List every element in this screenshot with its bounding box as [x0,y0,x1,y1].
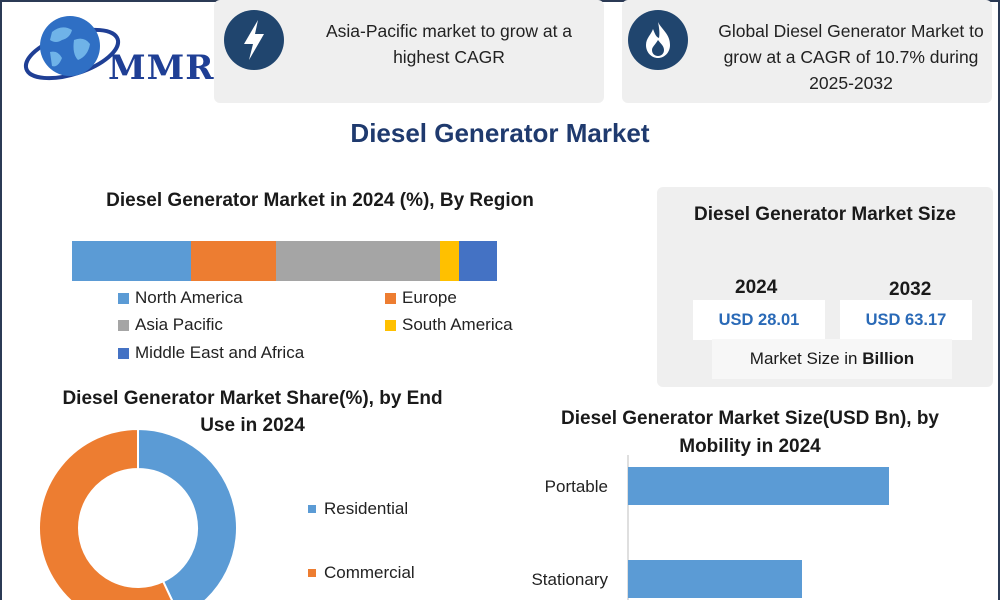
bar-portable [628,467,889,505]
info-card-apac: Asia-Pacific market to grow at a highest… [214,0,604,103]
legend-item: Residential [308,499,408,519]
legend-label: Commercial [324,563,415,582]
flame-icon [628,10,688,70]
market-size-title: Diesel Generator Market Size [694,204,956,225]
value-2032: USD 63.17 [840,300,972,340]
donut-slice-residential [137,428,238,600]
unit-prefix: Market Size in [749,349,863,368]
card-text: Global Diesel Generator Market to grow a… [718,21,984,93]
region-bar-segment-south-america [439,241,459,281]
legend-item: Commercial [308,563,415,583]
region-bar-segment-europe [191,241,276,281]
mobility-bar-chart: Portable Stationary [531,455,889,600]
region-stacked-bar [72,241,497,281]
legend-swatch [308,505,316,513]
mmr-logo: MMR [22,10,215,90]
market-size-panel: Diesel Generator Market Size 2024 2032 U… [657,187,993,387]
region-bar-segment-north-america [72,241,191,281]
page-title: Diesel Generator Market [350,118,650,148]
legend-label: Residential [324,499,409,518]
region-bar-segment-asia-pacific [276,241,440,281]
region-bar-segment-middle-east-and-africa [458,241,497,281]
globe-icon [23,16,121,81]
value-2024: USD 28.01 [693,300,825,340]
card-text: Asia-Pacific market to grow at a highest… [325,21,573,67]
legend-swatch [308,569,316,577]
mobility-chart-title: Diesel Generator Market Size(USD Bn), by… [561,408,939,457]
unit-label: Market Size in Billion [712,339,952,379]
end-use-donut-chart [38,428,238,600]
donut-slice-commercial [38,428,173,600]
category-label: Stationary [531,570,608,589]
info-card-cagr: Global Diesel Generator Market to grow a… [622,0,992,103]
year-label-2024: 2024 [735,277,778,298]
year-label-2032: 2032 [889,279,932,300]
region-chart-title: Diesel Generator Market in 2024 (%), By … [106,190,534,211]
bar-stationary [628,560,802,598]
lightning-icon [224,10,284,70]
unit-bold: Billion [862,349,915,368]
end-use-chart-title: Diesel Generator Market Share(%), by End… [62,388,443,436]
logo-text: MMR [108,48,215,88]
category-label: Portable [545,477,608,496]
